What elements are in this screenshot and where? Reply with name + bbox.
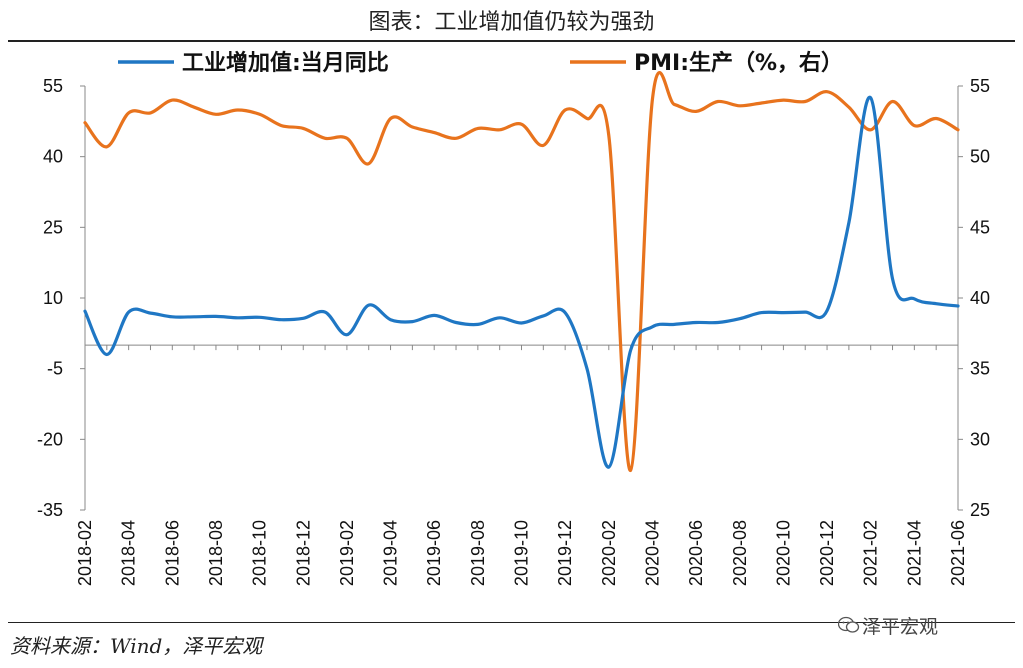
x-tick-label: 2019-10 — [512, 520, 532, 586]
line-chart: 工业增加值:当月同比 PMI:生产（%，右） 55402510-5-20-3555… — [37, 50, 990, 586]
x-tick-label: 2020-12 — [817, 520, 837, 586]
right-tick-label: 45 — [970, 217, 990, 237]
x-tick-label: 2021-02 — [861, 520, 881, 586]
x-tick-label: 2021-04 — [904, 520, 924, 586]
x-tick-label: 2018-04 — [119, 520, 139, 586]
x-tick-label: 2018-10 — [250, 520, 270, 586]
pmi-production-line — [83, 71, 960, 473]
right-tick-label: 30 — [970, 429, 990, 449]
x-tick-label: 2019-08 — [468, 520, 488, 586]
right-tick-label: 40 — [970, 288, 990, 308]
x-tick-label: 2020-10 — [773, 520, 793, 586]
wechat-icon — [838, 616, 860, 633]
legend-item-pmi-label: PMI:生产（%，右） — [634, 51, 843, 76]
legend: 工业增加值:当月同比 PMI:生产（%，右） — [118, 50, 843, 76]
right-tick-label: 50 — [970, 147, 990, 167]
left-tick-label: -5 — [47, 359, 63, 379]
right-tick-label: 55 — [970, 76, 990, 96]
watermark: 泽平宏观 — [862, 616, 939, 638]
x-tick-label: 2021-06 — [948, 520, 968, 586]
x-tick-label: 2018-06 — [162, 520, 182, 586]
left-tick-label: 55 — [43, 76, 63, 96]
series-lines — [83, 71, 960, 473]
x-tick-label: 2020-04 — [642, 520, 662, 586]
industrial-output-line — [83, 95, 960, 469]
x-tick-label: 2020-06 — [686, 520, 706, 586]
title-rule — [8, 40, 1015, 42]
left-tick-label: -35 — [37, 500, 63, 520]
x-tick-label: 2018-02 — [75, 520, 95, 586]
x-tick-label: 2019-12 — [555, 520, 575, 586]
axes: 55 40 25 10 -5 -20 -35 55 50 45 40 35 30 25 2018-02 201… — [37, 76, 990, 586]
x-tick-label: 2020-08 — [730, 520, 750, 586]
source-rule — [8, 622, 1015, 623]
left-tick-label: -20 — [37, 429, 63, 449]
x-tick-label: 2018-08 — [206, 520, 226, 586]
source-note: 资料来源：Wind，泽平宏观 — [10, 634, 263, 658]
x-tick-label: 2020-02 — [599, 520, 619, 586]
x-tick-label: 2019-04 — [381, 520, 401, 586]
x-tick-label: 2018-12 — [293, 520, 313, 586]
left-tick-label: 40 — [43, 147, 63, 167]
x-tick-label: 2019-06 — [424, 520, 444, 586]
chart-title: 图表：工业增加值仍较为强劲 — [368, 10, 655, 35]
right-tick-label: 35 — [970, 359, 990, 379]
right-tick-label: 25 — [970, 500, 990, 520]
left-tick-label: 25 — [43, 217, 63, 237]
x-tick-label: 2019-02 — [337, 520, 357, 586]
left-tick-label: 10 — [43, 288, 63, 308]
legend-item-industrial-label: 工业增加值:当月同比 — [182, 50, 389, 76]
